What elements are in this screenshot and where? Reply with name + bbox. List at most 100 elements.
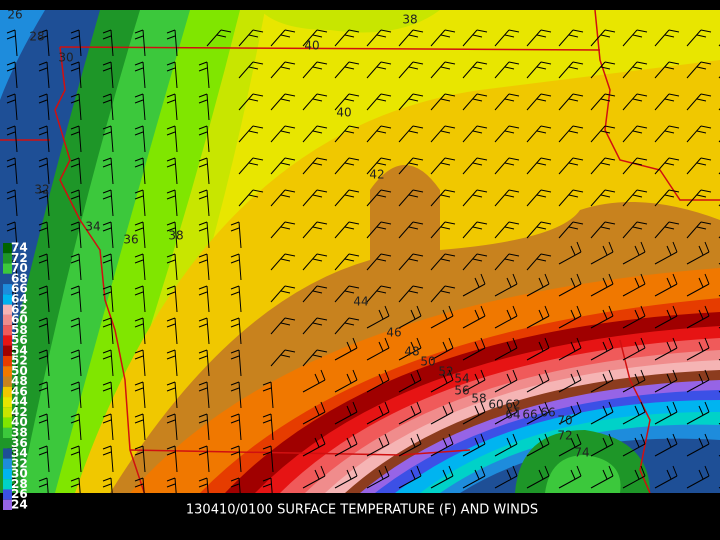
wind-barb xyxy=(334,317,360,335)
wind-barb xyxy=(334,157,360,175)
wind-barb xyxy=(334,253,360,271)
legend-swatch xyxy=(3,366,12,377)
wind-barb xyxy=(198,61,210,89)
wind-barb xyxy=(494,337,518,361)
wind-barb xyxy=(102,381,114,409)
wind-barb xyxy=(302,349,328,367)
wind-barb xyxy=(198,189,210,217)
wind-barb xyxy=(166,381,178,409)
wind-barb xyxy=(38,381,50,409)
wind-barb xyxy=(622,29,648,47)
wind-barb xyxy=(590,433,614,457)
wind-barb xyxy=(558,273,582,297)
wind-barb xyxy=(558,337,582,361)
wind-barb xyxy=(230,221,242,249)
wind-barb xyxy=(686,29,712,47)
wind-barb xyxy=(654,465,678,489)
wind-barbs xyxy=(6,29,720,493)
wind-barb xyxy=(38,157,50,185)
wind-barb xyxy=(238,29,264,47)
contour-label: 72 xyxy=(557,429,572,443)
wind-barb xyxy=(302,369,326,393)
wind-barb xyxy=(526,253,552,271)
wind-barb xyxy=(494,221,520,239)
wind-barb xyxy=(134,189,146,217)
wind-barb xyxy=(302,465,326,489)
legend-swatch xyxy=(3,335,12,346)
wind-barb xyxy=(134,253,146,281)
contour-label: 62 xyxy=(505,398,520,412)
contour-label: 26 xyxy=(7,8,22,22)
contour-label: 64 xyxy=(505,408,520,422)
legend-label: 30 xyxy=(11,467,28,481)
wind-barb xyxy=(166,413,178,441)
wind-barb xyxy=(38,349,50,377)
wind-barb xyxy=(6,29,18,57)
legend-label: 46 xyxy=(11,384,28,398)
legend-swatch xyxy=(3,325,12,336)
wind-barb xyxy=(166,285,178,313)
wind-barb xyxy=(6,221,18,249)
wind-barb xyxy=(102,93,114,121)
wind-barb xyxy=(262,413,274,441)
wind-barb xyxy=(398,93,424,111)
wind-barb xyxy=(262,445,274,473)
legend-label: 48 xyxy=(11,374,28,388)
wind-barb xyxy=(558,401,582,425)
wind-barb xyxy=(38,445,50,473)
wind-barb xyxy=(494,125,520,143)
wind-barb xyxy=(622,125,648,143)
wind-barb xyxy=(334,401,358,425)
wind-barb xyxy=(462,29,488,47)
wind-barb xyxy=(654,29,680,47)
wind-barb xyxy=(270,349,296,367)
wind-barb xyxy=(302,253,328,271)
legend-label: 74 xyxy=(11,241,28,255)
wind-barb xyxy=(206,29,232,47)
wind-barb xyxy=(166,221,178,249)
wind-barb xyxy=(230,317,242,345)
wind-barb xyxy=(462,369,486,393)
wind-barb xyxy=(622,241,646,265)
wind-barb xyxy=(270,29,296,47)
wind-barb xyxy=(462,253,488,271)
wind-barb xyxy=(302,61,328,79)
wind-barb xyxy=(622,221,648,239)
legend-label: 36 xyxy=(11,436,28,450)
wind-barb xyxy=(366,125,392,143)
wind-barb xyxy=(334,29,360,47)
wind-barb xyxy=(198,253,210,281)
wind-barb xyxy=(70,253,82,281)
wind-barb xyxy=(334,221,360,239)
wind-barb xyxy=(398,285,424,303)
wind-barb xyxy=(230,413,242,441)
wind-barb xyxy=(398,305,422,329)
legend-swatch xyxy=(3,345,12,356)
legend-label: 42 xyxy=(11,405,28,419)
wind-barb xyxy=(134,317,146,345)
wind-barb xyxy=(102,125,114,153)
wind-barb xyxy=(366,221,392,239)
legend-swatch xyxy=(3,489,12,500)
wind-barb xyxy=(462,125,488,143)
wind-barb xyxy=(134,61,146,89)
wind-barb xyxy=(102,221,114,249)
wind-barb xyxy=(302,401,326,425)
legend-swatch xyxy=(3,314,12,326)
wind-barb xyxy=(238,157,264,175)
wind-barb xyxy=(526,93,552,111)
wind-barb xyxy=(590,337,614,361)
legend-swatch xyxy=(3,499,12,510)
wind-barb xyxy=(590,273,614,297)
wind-barb xyxy=(494,93,520,111)
legend-label: 26 xyxy=(11,487,28,501)
wind-barb xyxy=(558,369,582,393)
legend-label: 44 xyxy=(11,395,28,409)
wind-barb xyxy=(366,401,390,425)
wind-barb xyxy=(558,305,582,329)
wind-barb xyxy=(166,253,178,281)
wind-barb xyxy=(590,401,614,425)
contour-label: 50 xyxy=(420,355,435,369)
legend-swatch xyxy=(3,376,12,387)
